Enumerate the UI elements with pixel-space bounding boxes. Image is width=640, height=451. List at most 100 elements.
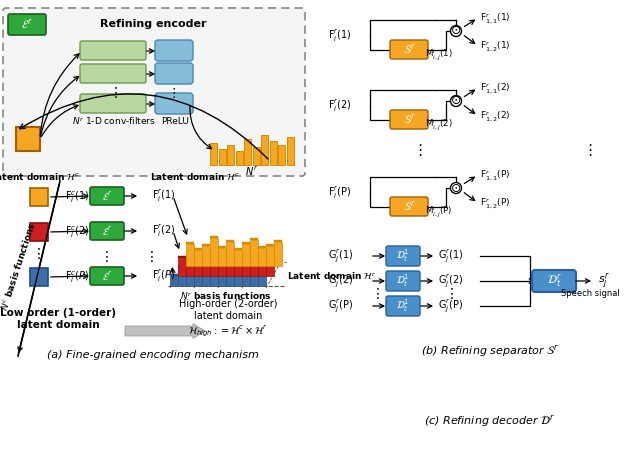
Bar (194, 254, 202, 276)
Bar (210, 264, 218, 266)
Text: Speech signal: Speech signal (561, 289, 620, 298)
Bar (258, 256, 266, 258)
Text: $\mathrm{F}^c_i(1)$: $\mathrm{F}^c_i(1)$ (65, 189, 90, 205)
Text: $s^r_j$: $s^r_j$ (598, 272, 610, 290)
Bar (30, 188, 48, 206)
Bar (234, 260, 241, 276)
Bar (226, 242, 234, 266)
FancyBboxPatch shape (80, 64, 146, 83)
Text: Latent domain $\mathcal{H}^r$: Latent domain $\mathcal{H}^r$ (287, 270, 376, 282)
Bar (210, 250, 218, 252)
Text: $\mathrm{F}^r_{1,2}($1$)$: $\mathrm{F}^r_{1,2}($1$)$ (480, 39, 511, 53)
Bar (210, 252, 218, 276)
FancyBboxPatch shape (386, 246, 420, 266)
Bar (258, 265, 266, 286)
Bar (218, 149, 225, 165)
Text: Refining encoder: Refining encoder (100, 19, 207, 29)
Bar (218, 274, 225, 286)
FancyBboxPatch shape (155, 63, 193, 84)
Bar (16, 127, 40, 151)
Text: (c) Refining decoder $\mathcal{D}^r$: (c) Refining decoder $\mathcal{D}^r$ (424, 413, 556, 429)
Text: $\mathcal{E}^r$: $\mathcal{E}^r$ (102, 269, 112, 282)
Text: $N^r$ basis functions: $N^r$ basis functions (180, 290, 272, 302)
Bar (242, 252, 250, 254)
Text: $\mathcal{D}^1_t$: $\mathcal{D}^1_t$ (396, 298, 410, 314)
Text: ⋮: ⋮ (582, 143, 598, 158)
Bar (266, 246, 273, 266)
Bar (258, 246, 266, 248)
Text: $\mathrm{G}^r_j($2$)$: $\mathrm{G}^r_j($2$)$ (438, 273, 464, 290)
Bar (242, 265, 250, 267)
Text: (a) Fine-grained encoding mechanism: (a) Fine-grained encoding mechanism (47, 350, 259, 360)
Text: PReLU: PReLU (161, 116, 189, 125)
Text: $\mathrm{M}^r_{i,j}($1$)$: $\mathrm{M}^r_{i,j}($1$)$ (425, 48, 453, 62)
Bar (194, 252, 202, 254)
Text: ⋮: ⋮ (32, 247, 46, 261)
Bar (234, 250, 241, 266)
Bar (202, 260, 209, 276)
Bar (210, 236, 218, 238)
Text: $\mathcal{S}^r$: $\mathcal{S}^r$ (403, 113, 415, 126)
Bar (194, 264, 202, 286)
Text: $\mathcal{S}^r$: $\mathcal{S}^r$ (403, 200, 415, 213)
Bar (170, 274, 177, 276)
FancyBboxPatch shape (3, 8, 305, 176)
Text: $\mathrm{G}^r_j($2$)$: $\mathrm{G}^r_j($2$)$ (328, 273, 354, 290)
FancyBboxPatch shape (390, 40, 428, 59)
Bar (178, 256, 186, 258)
Text: $\odot$: $\odot$ (451, 181, 461, 194)
Bar (258, 263, 266, 265)
FancyBboxPatch shape (390, 197, 428, 216)
Bar (218, 272, 225, 274)
Text: $\mathrm{F}^r_i($1$)$: $\mathrm{F}^r_i($1$)$ (328, 28, 352, 44)
Bar (250, 273, 257, 286)
Bar (186, 260, 193, 262)
Circle shape (451, 96, 461, 106)
Text: $N^r$ 1-D conv-filters: $N^r$ 1-D conv-filters (72, 115, 156, 127)
FancyBboxPatch shape (90, 267, 124, 285)
Text: $\mathcal{D}^r_t$: $\mathcal{D}^r_t$ (547, 273, 561, 289)
Bar (242, 267, 250, 286)
Circle shape (451, 183, 461, 193)
Text: $\odot$: $\odot$ (451, 24, 461, 37)
Bar (210, 266, 218, 286)
Bar (250, 271, 257, 273)
FancyBboxPatch shape (90, 222, 124, 240)
Bar (186, 272, 193, 286)
Text: Low order (1-order)
latent domain: Low order (1-order) latent domain (0, 308, 116, 330)
Bar (274, 242, 282, 266)
Text: $\mathrm{M}^r_{i,j}($P$)$: $\mathrm{M}^r_{i,j}($P$)$ (426, 205, 452, 219)
Text: $\odot$: $\odot$ (451, 95, 461, 107)
Bar (170, 276, 177, 286)
Text: $\mathcal{S}^r$: $\mathcal{S}^r$ (403, 43, 415, 56)
Bar (258, 248, 266, 266)
Text: $\mathcal{E}^r$: $\mathcal{E}^r$ (102, 189, 112, 202)
FancyBboxPatch shape (80, 41, 146, 60)
Text: $\mathrm{G}^r_j($1$)$: $\mathrm{G}^r_j($1$)$ (438, 248, 464, 264)
Bar (287, 137, 294, 165)
Bar (226, 256, 234, 276)
Bar (234, 258, 241, 260)
Bar (278, 145, 285, 165)
Bar (242, 254, 250, 276)
Text: $\mathcal{D}^1_t$: $\mathcal{D}^1_t$ (396, 272, 410, 290)
Bar (202, 268, 209, 270)
Text: $\mathrm{F}^r_i($P$)$: $\mathrm{F}^r_i($P$)$ (328, 185, 351, 201)
Bar (250, 238, 257, 240)
Bar (194, 250, 202, 266)
Bar (244, 139, 251, 165)
Text: $\mathrm{F}^r_{1,2}($P$)$: $\mathrm{F}^r_{1,2}($P$)$ (480, 196, 511, 210)
FancyBboxPatch shape (80, 94, 146, 113)
Bar (194, 262, 202, 264)
Bar (253, 147, 259, 165)
Bar (250, 262, 257, 276)
Text: $\mathrm{F}^r_{1,1}($P$)$: $\mathrm{F}^r_{1,1}($P$)$ (480, 168, 511, 182)
Text: ⋮: ⋮ (445, 287, 459, 301)
Text: ⋮: ⋮ (145, 250, 159, 264)
Bar (242, 244, 250, 266)
Bar (186, 262, 193, 276)
Bar (218, 246, 225, 248)
Text: $\mathrm{F}^r_{1,1}($1$)$: $\mathrm{F}^r_{1,1}($1$)$ (480, 11, 511, 25)
Text: $\mathrm{G}^r_j($1$)$: $\mathrm{G}^r_j($1$)$ (328, 248, 354, 264)
FancyBboxPatch shape (532, 270, 576, 292)
